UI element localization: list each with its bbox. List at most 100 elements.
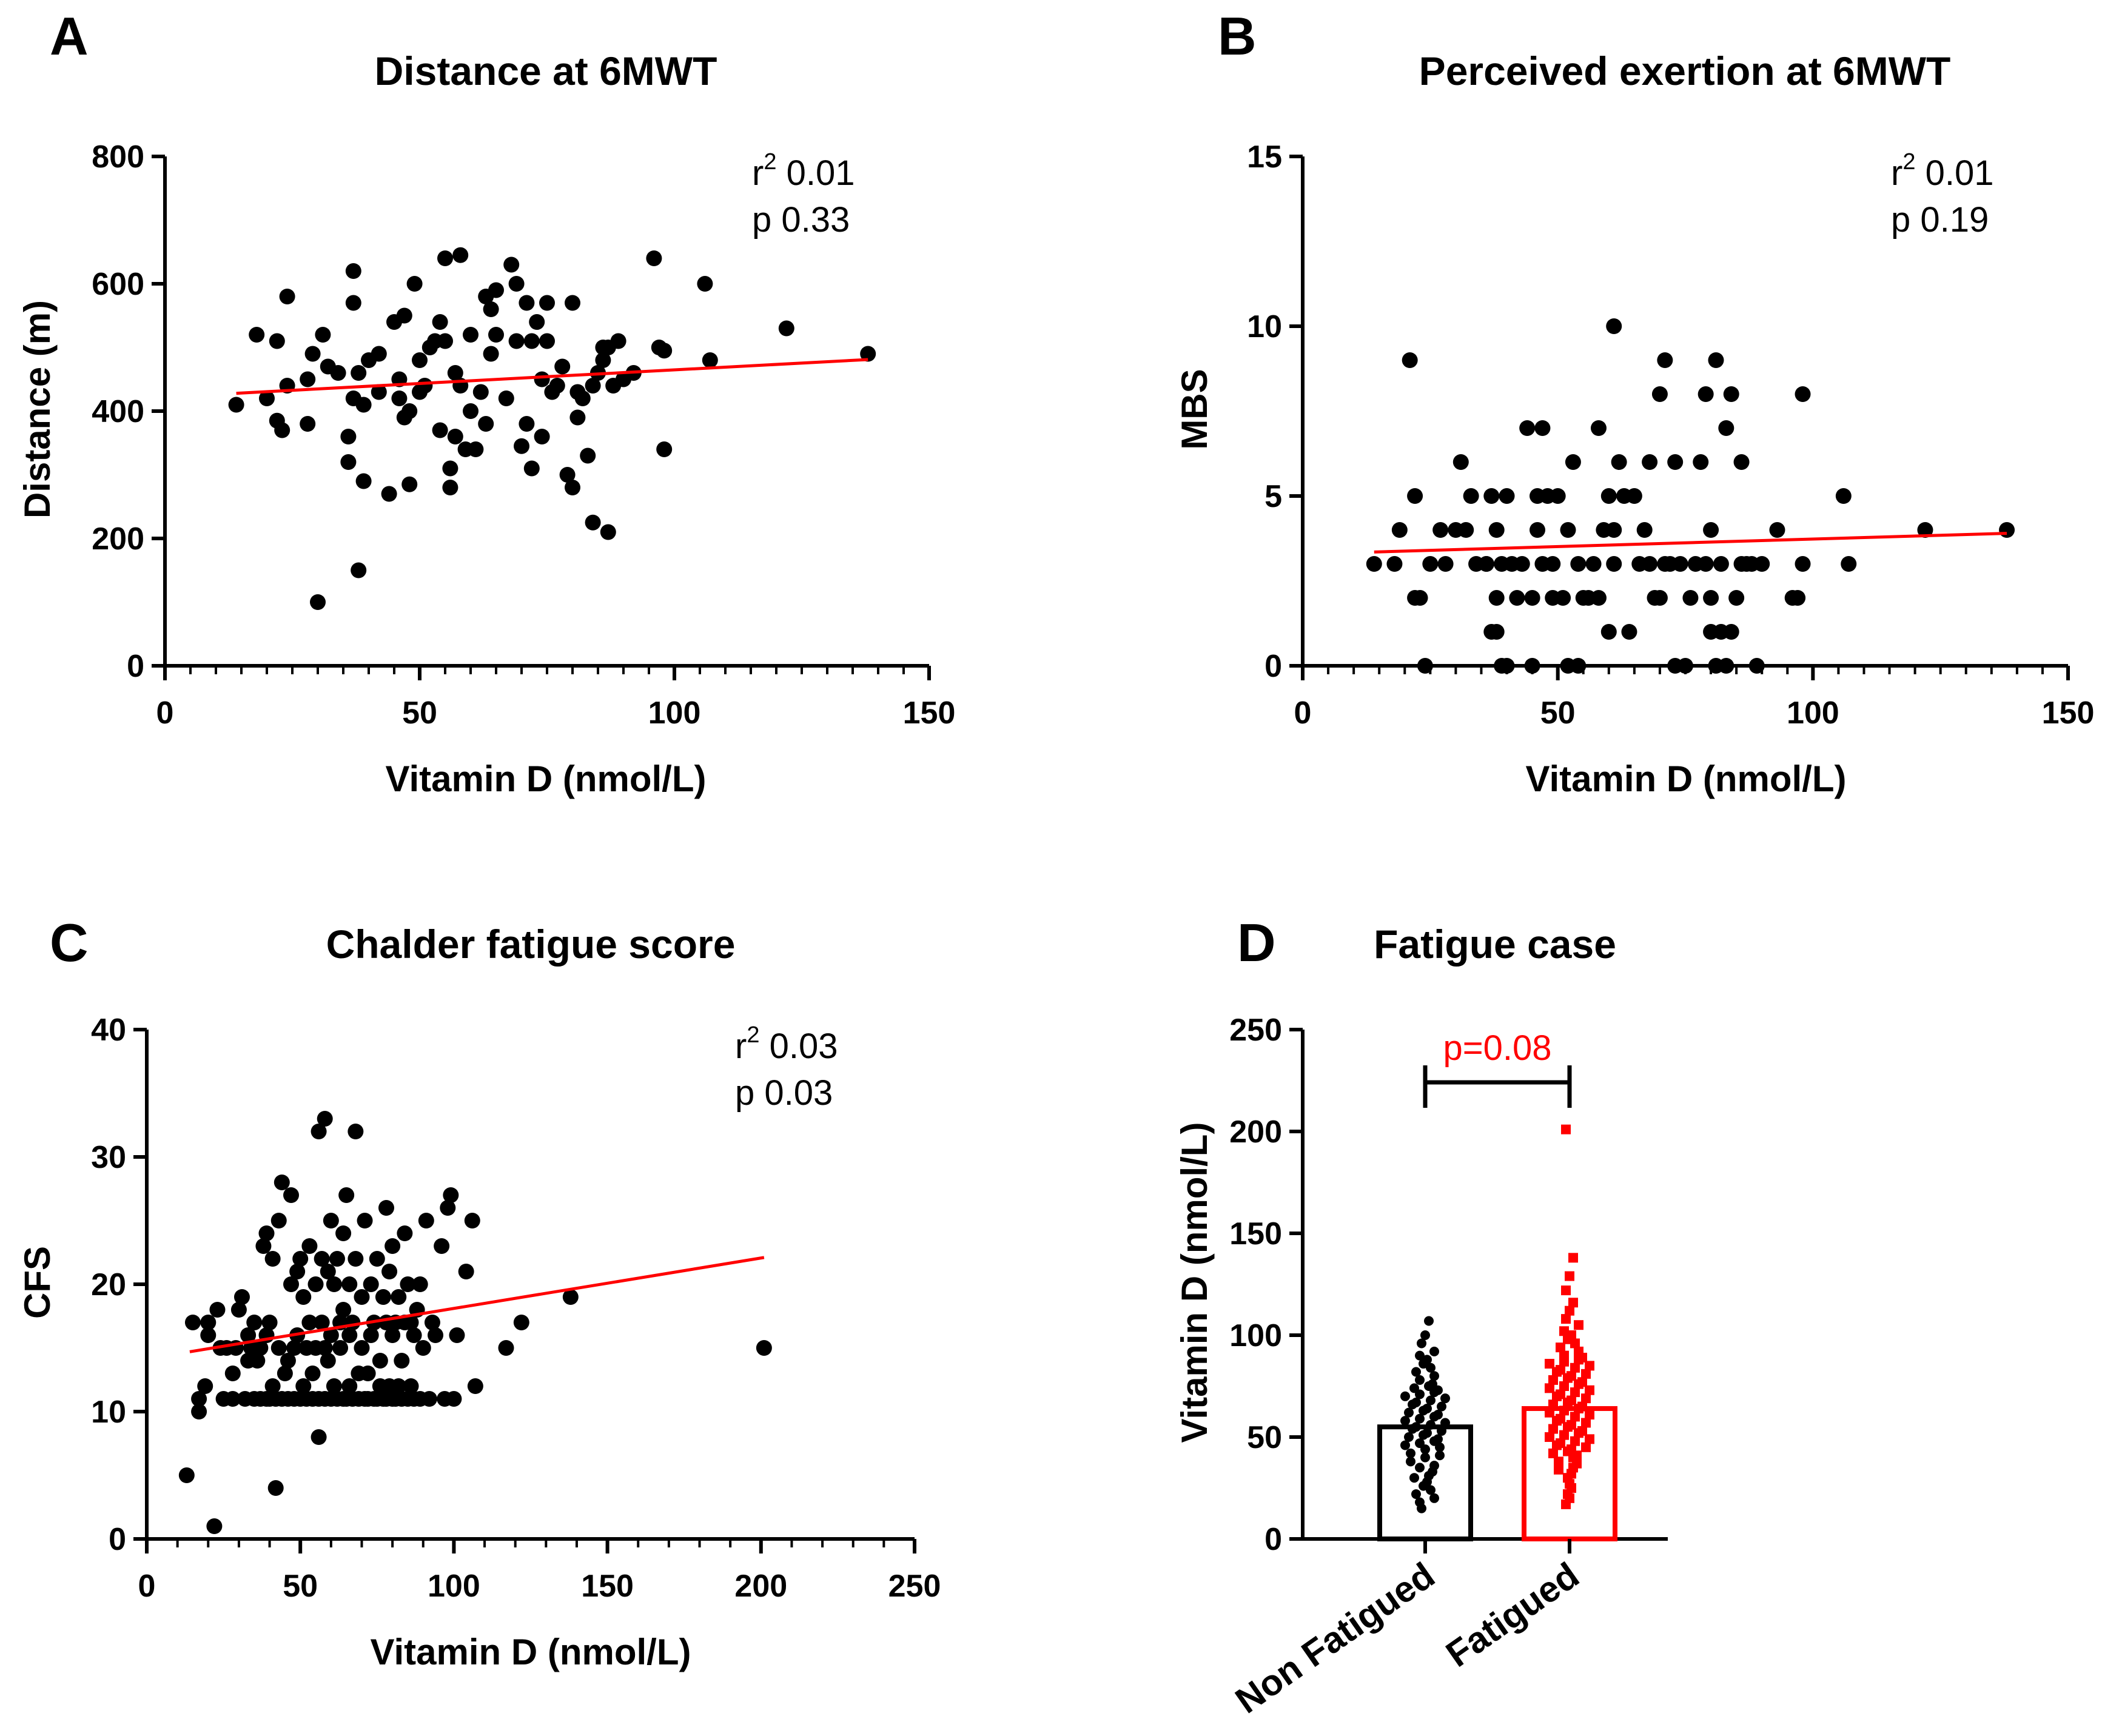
data-point	[345, 263, 361, 279]
data-point	[1433, 1434, 1443, 1444]
x-tick-label: 50	[402, 695, 437, 731]
x-tick-label: 50	[283, 1569, 318, 1604]
data-point	[1835, 488, 1852, 504]
data-point	[1559, 1350, 1569, 1361]
y-tick-label: 0	[109, 1522, 126, 1557]
data-point	[534, 429, 550, 444]
data-point	[1411, 1397, 1421, 1407]
data-point	[519, 416, 535, 432]
data-point	[323, 1213, 339, 1228]
data-point	[338, 1187, 355, 1203]
data-points	[1545, 1124, 1594, 1509]
data-point	[1415, 1438, 1425, 1449]
data-point	[697, 276, 713, 292]
data-point	[332, 1340, 349, 1356]
data-point	[1440, 1393, 1450, 1404]
data-point	[269, 333, 285, 349]
data-point	[534, 371, 550, 387]
data-point	[508, 333, 525, 349]
y-tick-label: 400	[92, 394, 144, 429]
data-point	[1606, 556, 1622, 572]
data-point	[1417, 1338, 1426, 1349]
data-point	[656, 441, 673, 457]
data-point	[1621, 624, 1637, 640]
data-point	[1429, 1493, 1439, 1503]
data-point	[345, 295, 361, 311]
significance-label: p=0.08	[1443, 1028, 1551, 1068]
data-point	[354, 1340, 370, 1356]
data-point	[1651, 386, 1668, 402]
data-point	[1400, 1391, 1410, 1401]
data-point	[412, 352, 428, 368]
data-point	[1524, 658, 1540, 674]
data-point	[432, 422, 448, 438]
x-tick-label: Non Fatigued	[1228, 1555, 1442, 1721]
data-point	[267, 1480, 284, 1496]
data-point	[1559, 1381, 1569, 1391]
y-axis-title-b: MBS	[1174, 369, 1215, 449]
data-point	[463, 327, 479, 343]
data-point	[1574, 1320, 1583, 1330]
data-point	[519, 295, 535, 311]
data-point	[449, 1327, 465, 1343]
data-point	[1428, 1379, 1437, 1389]
data-point	[264, 1378, 281, 1394]
data-point	[329, 1251, 345, 1267]
data-point	[1651, 590, 1668, 606]
data-point	[424, 1315, 440, 1330]
data-point	[351, 562, 367, 578]
data-point	[1415, 1350, 1425, 1361]
data-point	[446, 1391, 462, 1407]
data-point	[1733, 454, 1750, 470]
data-point	[503, 256, 520, 273]
regression-line	[1374, 532, 2007, 554]
data-point	[340, 429, 357, 444]
data-point	[317, 1111, 333, 1127]
data-point	[1437, 556, 1454, 572]
data-point	[270, 1213, 287, 1228]
data-point	[1407, 488, 1423, 504]
data-point	[264, 1251, 281, 1267]
x-tick-label: 0	[1294, 695, 1312, 731]
data-point	[371, 384, 387, 400]
data-point	[1429, 1461, 1439, 1471]
data-point	[1458, 522, 1474, 538]
data-point	[314, 1251, 330, 1267]
data-point	[478, 416, 494, 432]
data-point	[458, 1264, 474, 1279]
data-point	[315, 327, 331, 343]
x-tick-label: 150	[2042, 695, 2095, 731]
data-point	[403, 1378, 419, 1394]
data-point	[417, 378, 433, 394]
x-tick-label: 0	[138, 1569, 156, 1604]
data-point	[483, 346, 499, 362]
data-point	[283, 1276, 300, 1292]
data-point	[1545, 556, 1561, 572]
data-point	[1433, 1410, 1443, 1420]
data-point	[381, 1264, 398, 1279]
data-point	[200, 1315, 217, 1330]
data-point	[1437, 1401, 1446, 1412]
panel-letter-c: C	[50, 913, 89, 973]
data-point	[432, 314, 448, 330]
data-point	[1548, 1448, 1558, 1458]
data-point	[311, 1429, 327, 1445]
data-point	[191, 1391, 207, 1407]
data-points	[178, 1111, 772, 1534]
data-point	[1561, 1314, 1571, 1324]
data-point	[1769, 522, 1785, 538]
data-point	[394, 1353, 410, 1369]
data-point	[559, 467, 576, 483]
x-tick-label: 0	[156, 695, 174, 731]
data-point	[447, 365, 463, 381]
data-point	[1429, 1371, 1439, 1381]
data-point	[646, 250, 662, 266]
data-point	[1570, 1412, 1580, 1422]
y-tick-label: 0	[127, 649, 144, 684]
panel-d: D Fatigue case Vitamin D (nmol/L) 0 50 100…	[1174, 913, 1668, 1721]
x-tick-label: 200	[734, 1569, 787, 1604]
data-point	[1488, 522, 1505, 538]
data-point	[472, 384, 489, 400]
data-point	[1514, 556, 1530, 572]
data-point	[230, 1302, 247, 1318]
